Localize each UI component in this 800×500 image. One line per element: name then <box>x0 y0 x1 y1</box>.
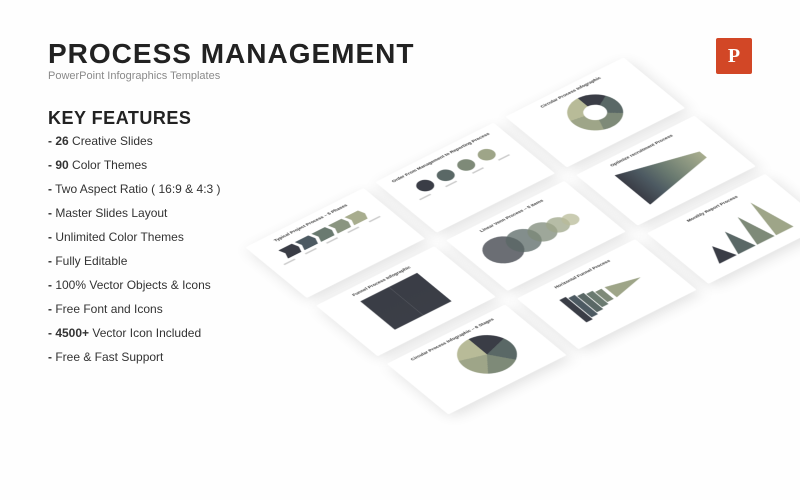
powerpoint-badge: P <box>716 38 752 74</box>
slide-thumb: Horizontal Funnel Process <box>517 239 697 349</box>
promo-slide: PROCESS MANAGEMENT PowerPoint Infographi… <box>0 0 800 500</box>
circle-steps-icon <box>413 147 500 194</box>
venn-chain-icon <box>473 199 598 272</box>
feature-item: - 100% Vector Objects & Icons <box>48 278 221 292</box>
feature-item: - Free & Fast Support <box>48 350 221 364</box>
thumbnail-grid: Typical Project Process – 5 Phases Order… <box>245 49 800 490</box>
mountain-chart-icon <box>685 198 794 264</box>
feature-item: - Master Slides Layout <box>48 206 221 220</box>
subtitle: PowerPoint Infographics Templates <box>48 70 220 82</box>
feature-item: - Fully Editable <box>48 254 221 268</box>
funnel-icon <box>360 273 451 330</box>
section-heading: KEY FEATURES <box>48 108 191 129</box>
feature-item: - 26 Creative Slides <box>48 134 221 148</box>
thumb-title: Horizontal Funnel Process <box>554 259 612 289</box>
feature-item: - Free Font and Icons <box>48 302 221 316</box>
placeholder-text-icon <box>279 213 386 267</box>
feature-item: - 4500+ Vector Icon Included <box>48 326 221 340</box>
bar-funnel-icon <box>559 266 654 322</box>
thumb-title: Monthly Report Process <box>686 195 740 223</box>
feature-item: - Two Aspect Ratio ( 16:9 & 4:3 ) <box>48 182 221 196</box>
horizontal-funnel-icon <box>614 140 721 205</box>
feature-item: - Unlimited Color Themes <box>48 230 221 244</box>
powerpoint-icon: P <box>728 45 740 68</box>
main-title: PROCESS MANAGEMENT <box>48 38 414 70</box>
feature-list: - 26 Creative Slides - 90 Color Themes -… <box>48 134 221 374</box>
feature-item: - 90 Color Themes <box>48 158 221 172</box>
